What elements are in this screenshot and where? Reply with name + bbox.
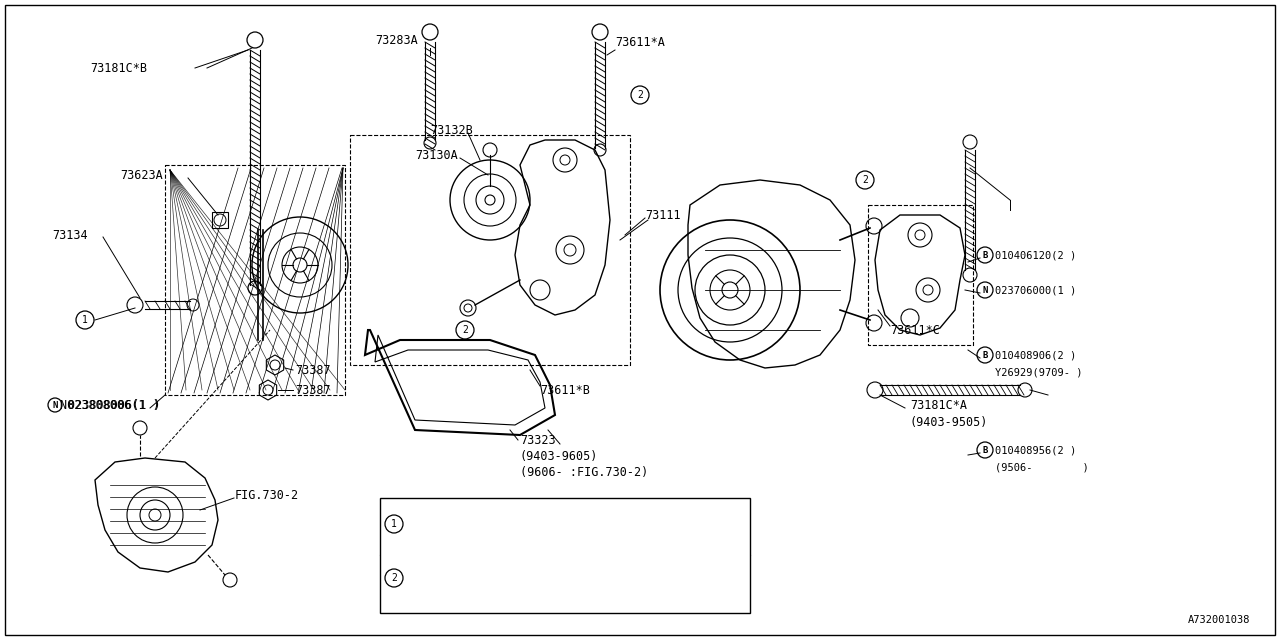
Text: 010406120(2 ): 010406120(2 ) xyxy=(995,250,1076,260)
Text: 023808006(1 ): 023808006(1 ) xyxy=(68,399,160,412)
Text: 010410280(3 )(9710- >: 010410280(3 )(9710- > xyxy=(407,585,539,595)
Text: 01041028A(3 ): 01041028A(3 ) xyxy=(407,567,488,577)
Text: A732001038: A732001038 xyxy=(1188,615,1251,625)
Text: 73387: 73387 xyxy=(294,364,330,376)
Text: N: N xyxy=(52,401,58,410)
Bar xyxy=(212,212,228,228)
Text: 2: 2 xyxy=(462,325,468,335)
Text: 73611*A: 73611*A xyxy=(614,35,664,49)
Text: 010508250(2 )(9710- >: 010508250(2 )(9710- > xyxy=(407,531,539,541)
Text: (9506-        ): (9506- ) xyxy=(995,462,1089,472)
Text: N023808006(1 ): N023808006(1 ) xyxy=(60,399,160,412)
Text: 73134: 73134 xyxy=(52,228,87,241)
Text: 73130A: 73130A xyxy=(415,148,458,161)
Text: B: B xyxy=(982,351,988,360)
Bar xyxy=(380,498,750,613)
Bar xyxy=(868,205,973,345)
Text: 73387: 73387 xyxy=(294,383,330,397)
Bar xyxy=(349,135,630,365)
Text: 73181C*B: 73181C*B xyxy=(90,61,147,74)
Text: B: B xyxy=(982,250,988,259)
Text: (9403-9605): (9403-9605) xyxy=(520,449,598,463)
Text: 73611*B: 73611*B xyxy=(540,383,590,397)
Text: 010408906(2 ): 010408906(2 ) xyxy=(995,350,1076,360)
Text: 2: 2 xyxy=(392,573,397,583)
Text: 73111: 73111 xyxy=(645,209,681,221)
Text: B: B xyxy=(982,445,988,454)
Text: 73323: 73323 xyxy=(520,433,556,447)
Text: 1: 1 xyxy=(392,519,397,529)
Text: 1: 1 xyxy=(82,315,88,325)
Text: Y26929(9709- ): Y26929(9709- ) xyxy=(995,367,1083,377)
Text: 73181C*A: 73181C*A xyxy=(910,399,966,412)
Text: 73611*C: 73611*C xyxy=(890,323,940,337)
Text: 2: 2 xyxy=(637,90,643,100)
Text: 01050825A(2 ): 01050825A(2 ) xyxy=(407,513,488,523)
Text: 010408956(2 ): 010408956(2 ) xyxy=(995,445,1076,455)
Text: FIG.730-2: FIG.730-2 xyxy=(236,488,300,502)
Bar xyxy=(165,165,346,395)
Text: (9606- :FIG.730-2): (9606- :FIG.730-2) xyxy=(520,465,648,479)
Text: 73623A: 73623A xyxy=(120,168,163,182)
Text: 023706000(1 ): 023706000(1 ) xyxy=(995,285,1076,295)
Text: 73132B: 73132B xyxy=(430,124,472,136)
Text: N: N xyxy=(982,285,988,294)
Text: (9403-9505): (9403-9505) xyxy=(910,415,988,429)
Text: 73283A: 73283A xyxy=(375,33,417,47)
Text: 2: 2 xyxy=(861,175,868,185)
